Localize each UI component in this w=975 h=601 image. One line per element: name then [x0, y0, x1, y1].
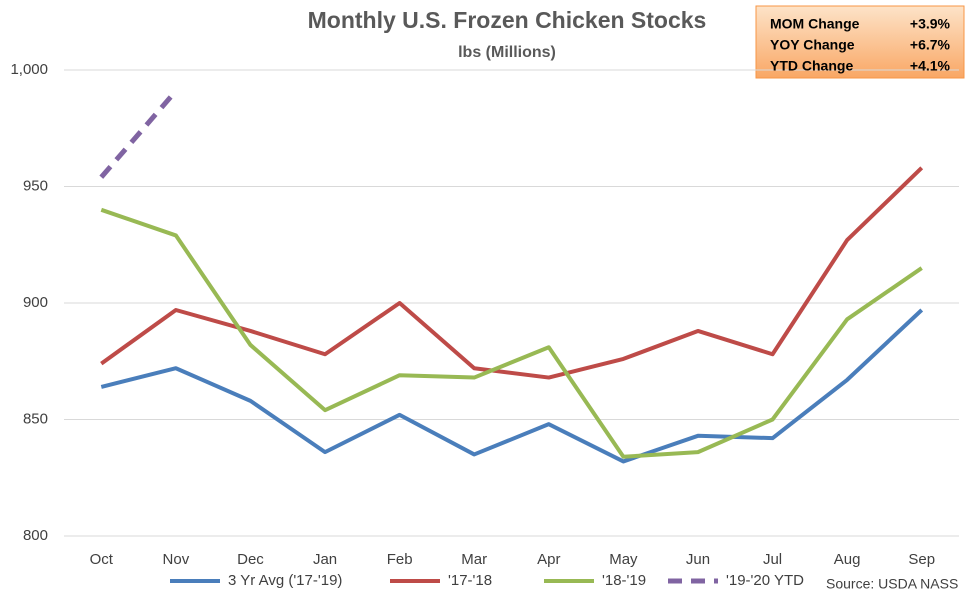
annotation-label: MOM Change — [770, 16, 860, 32]
annotation-value: +4.1% — [910, 58, 951, 74]
annotation-box — [755, 5, 965, 79]
x-tick-label: Sep — [908, 551, 935, 568]
x-tick-label: Jun — [686, 551, 710, 568]
legend-label: '17-'18 — [448, 572, 492, 589]
y-tick-label: 950 — [23, 177, 48, 194]
legend-label: '18-'19 — [602, 572, 646, 589]
y-tick-label: 900 — [23, 294, 48, 311]
x-tick-label: Apr — [537, 551, 560, 568]
x-tick-label: Nov — [163, 551, 190, 568]
x-tick-label: Feb — [387, 551, 413, 568]
series-line — [99, 89, 178, 179]
chart-subtitle: lbs (Millions) — [458, 44, 556, 61]
chart-title: Monthly U.S. Frozen Chicken Stocks — [308, 7, 707, 33]
x-tick-label: Oct — [90, 551, 114, 568]
annotation-label: YTD Change — [770, 58, 853, 74]
annotation-label: YOY Change — [770, 37, 855, 53]
y-tick-label: 850 — [23, 410, 48, 427]
x-tick-label: Dec — [237, 551, 264, 568]
legend-label: 3 Yr Avg ('17-'19) — [228, 572, 342, 589]
annotation-value: +6.7% — [910, 37, 951, 53]
x-tick-label: Jan — [313, 551, 337, 568]
y-tick-label: 800 — [23, 527, 48, 544]
x-tick-label: May — [609, 551, 638, 568]
legend-label: '19-'20 YTD — [726, 572, 804, 589]
source: Source: USDA NASS — [826, 576, 958, 592]
x-tick-label: Jul — [763, 551, 782, 568]
y-tick-label: 1,000 — [10, 61, 48, 78]
x-tick-label: Aug — [834, 551, 861, 568]
annotation-value: +3.9% — [910, 16, 951, 32]
series-line — [100, 207, 923, 459]
x-tick-label: Mar — [461, 551, 487, 568]
series-line — [100, 308, 924, 464]
